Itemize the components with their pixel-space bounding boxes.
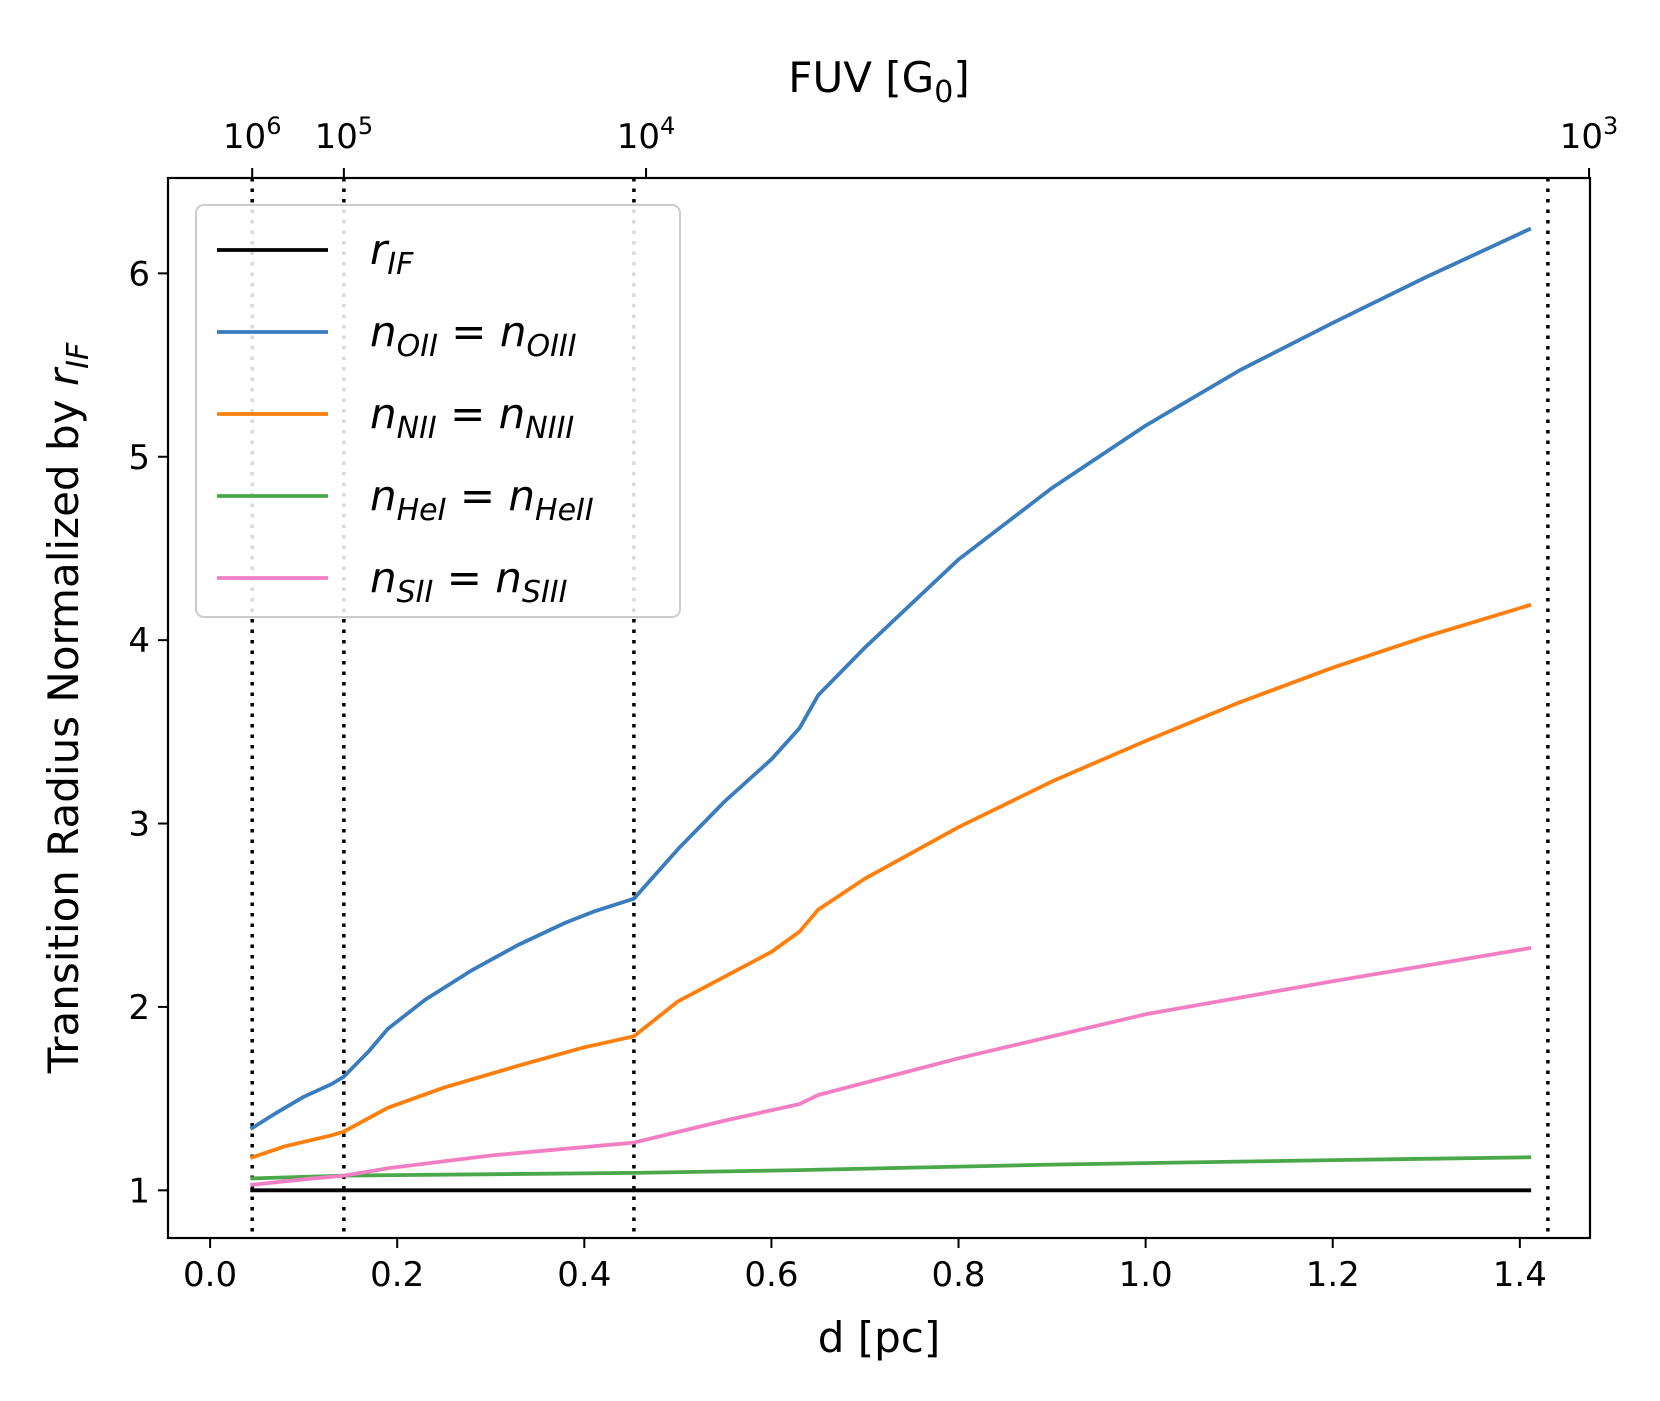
series-line-1 [249,226,1532,1131]
x-tick-label-2: 0.4 [557,1255,611,1295]
top-tick-label-3: 103 [1560,112,1619,157]
y-axis-label: Transition Radius Normalized by rIF [39,342,96,1074]
series-line-4 [250,946,1532,1187]
x-tick-label-6: 1.2 [1306,1255,1360,1295]
legend-label-3: nHeI = nHeII [370,471,594,528]
x-tick-label-7: 1.4 [1493,1255,1547,1295]
top-axis-label-main: FUV [G [788,53,934,102]
y-axis-label-var: r [39,366,88,386]
top-tick-label-0: 106 [223,112,282,157]
y-tick-label-3: 4 [128,621,150,661]
y-axis-label-sub: IF [61,342,96,369]
y-tick-label-5: 6 [128,254,150,294]
x-tick-label-1: 0.2 [370,1255,424,1295]
legend-box [195,204,681,618]
legend: rIF nOII = nOIII nNII = nNIII nHeI = nHeII n… [195,204,681,618]
y-tick-label-1: 2 [128,988,150,1028]
top-axis-label-sub: 0 [934,75,953,110]
y-axis-label-main: Transition Radius Normalized by [39,386,88,1074]
legend-items: rIF nOII = nOIII nNII = nNIII nHeI = nHeII n… [217,225,594,610]
top-axis-label-suffix: ] [953,53,969,102]
plot-frame [166,176,1592,1240]
legend-label-2: nNII = nNIII [370,389,574,446]
legend-label-1: nOII = nOIII [370,307,577,364]
vertical-reference-lines [250,178,1550,1238]
top-axis-label: FUV [G0] [788,53,969,110]
series-lines [249,226,1532,1193]
y-tick-label-0: 1 [128,1171,150,1211]
top-tick-label-1: 105 [315,112,374,157]
y-tick-label-2: 3 [128,805,150,845]
x-axis-label: d [pc] [818,1313,941,1362]
x-tick-label-0: 0.0 [183,1255,237,1295]
legend-label-4: nSII = nSIII [370,553,568,610]
legend-label-0: rIF [370,225,414,282]
y-tick-label-4: 5 [128,438,150,478]
axis-ticks: 0.0 0.2 0.4 0.6 0.8 1.0 1.2 1.4 1 2 3 4 5 6 106 105 104 1… [128,112,1618,1295]
series-line-2 [249,602,1532,1160]
x-tick-label-5: 1.0 [1119,1255,1173,1295]
top-tick-label-2: 104 [617,112,676,157]
x-tick-label-4: 0.8 [931,1255,985,1295]
x-tick-label-3: 0.6 [744,1255,798,1295]
